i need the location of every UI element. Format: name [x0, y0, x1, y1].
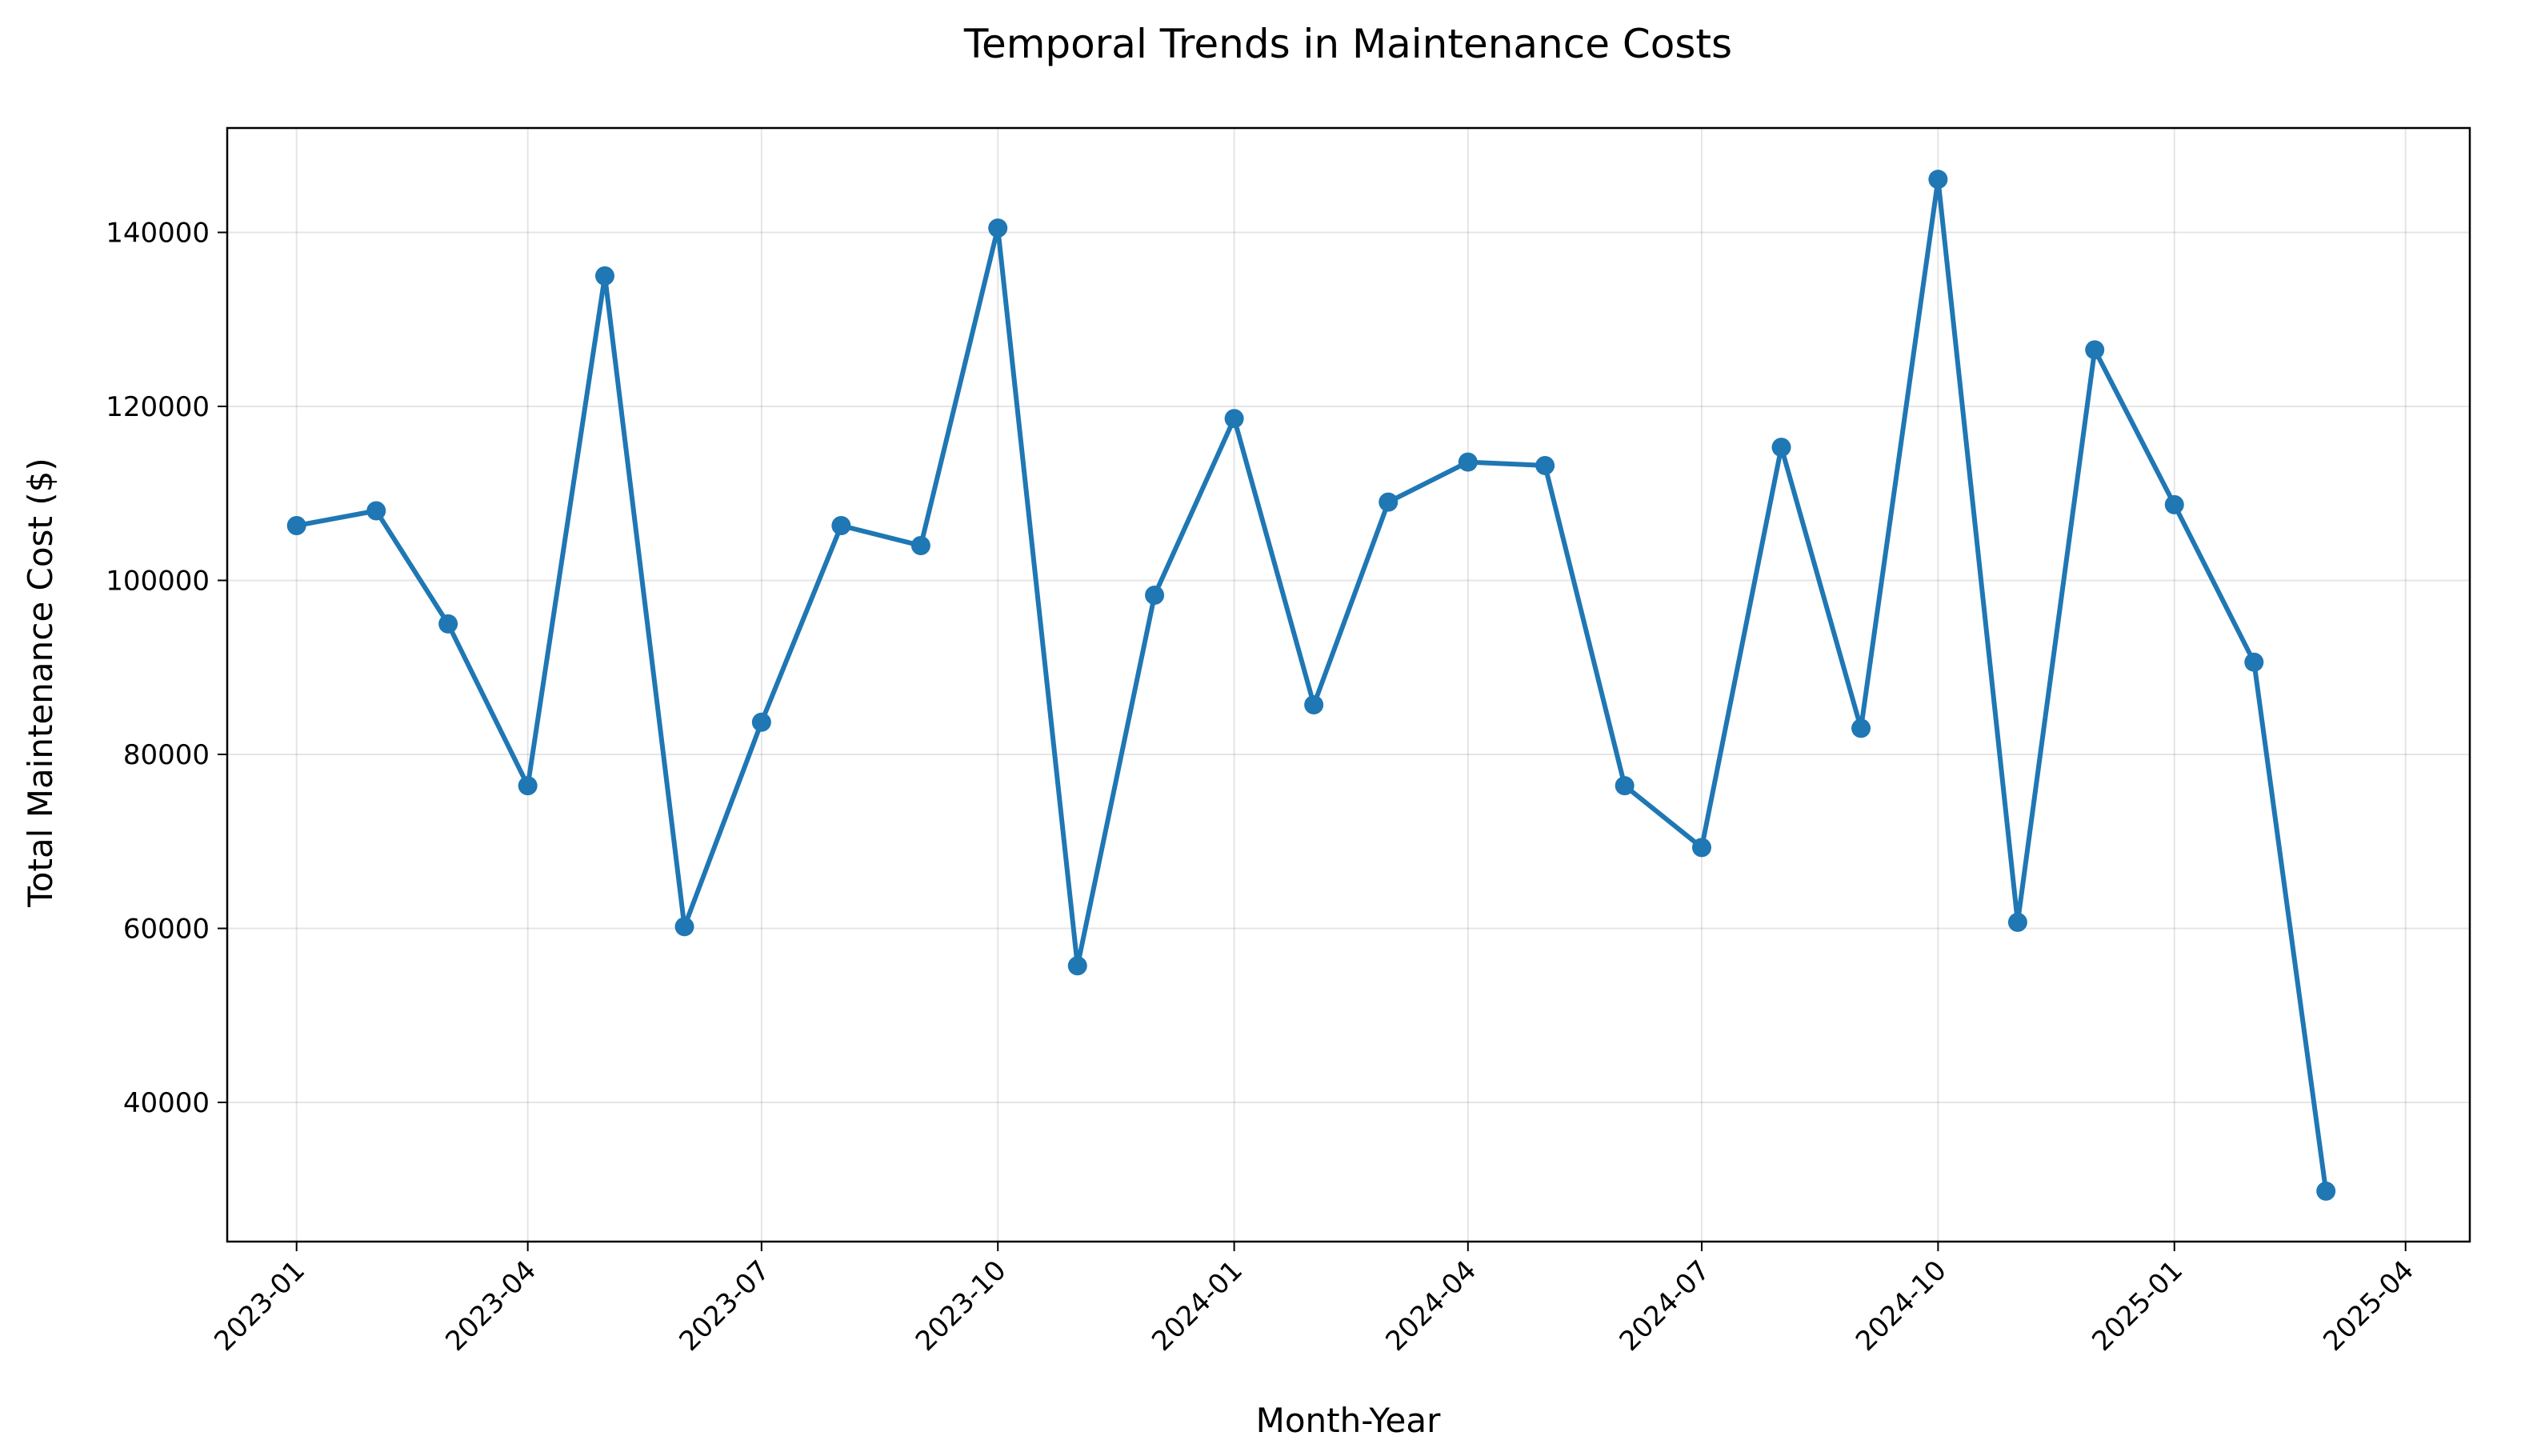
data-point	[1535, 455, 1555, 475]
data-point	[1771, 438, 1791, 458]
data-point	[1304, 695, 1324, 715]
data-point	[1067, 956, 1087, 976]
data-point	[518, 776, 538, 796]
data-point	[438, 614, 458, 634]
data-point	[1458, 452, 1478, 472]
data-point	[2085, 340, 2105, 360]
data-point	[1145, 585, 1165, 605]
series-line-layer	[286, 170, 2336, 1201]
data-point	[1224, 409, 1244, 429]
y-tick-label: 140000	[106, 218, 210, 250]
data-point	[1615, 776, 1635, 796]
data-point	[594, 266, 614, 286]
data-point	[988, 218, 1008, 238]
data-point	[2164, 494, 2184, 514]
data-point	[2007, 912, 2027, 932]
y-tick-label: 120000	[106, 391, 210, 423]
y-tick-label: 60000	[123, 914, 210, 946]
x-axis-title: Month-Year	[1256, 1401, 1441, 1440]
y-tick-label: 40000	[123, 1087, 210, 1119]
data-point	[751, 712, 771, 732]
data-point	[1928, 170, 1948, 190]
data-point	[1379, 492, 1399, 512]
data-point	[910, 536, 930, 555]
data-point	[2316, 1181, 2336, 1201]
data-point	[286, 515, 306, 535]
data-point	[1691, 838, 1711, 858]
y-tick-label: 100000	[106, 566, 210, 598]
chart-title: Temporal Trends in Maintenance Costs	[963, 21, 1732, 67]
data-point	[366, 501, 386, 521]
y-tick-label: 80000	[123, 739, 210, 771]
y-axis-title: Total Maintenance Cost ($)	[21, 458, 60, 907]
data-point	[831, 515, 851, 535]
data-point	[674, 917, 694, 937]
data-point	[1851, 718, 1871, 738]
plot-frame	[226, 126, 2471, 1243]
data-point	[2244, 652, 2264, 672]
grid	[227, 128, 2470, 1242]
